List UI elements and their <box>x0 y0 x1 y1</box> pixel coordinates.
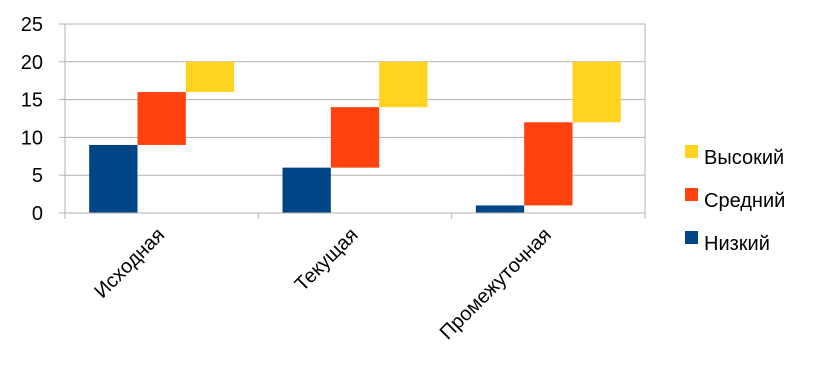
legend-swatch <box>685 231 698 244</box>
y-tick-label: 10 <box>21 127 43 149</box>
y-tick-label: 15 <box>21 90 43 112</box>
bar-medium <box>524 122 573 206</box>
x-axis-categories: Исходная Текущая Промежуточная <box>90 224 556 344</box>
category-label: Исходная <box>90 224 169 303</box>
legend: Высокий Средний Низкий <box>685 145 785 255</box>
bar-medium <box>137 92 186 145</box>
legend-label: Низкий <box>704 233 770 255</box>
y-tick-label: 25 <box>21 14 43 36</box>
category-label: Промежуточная <box>436 224 556 344</box>
y-tick-label: 5 <box>32 165 43 187</box>
axes <box>64 24 646 219</box>
bar-high <box>379 61 428 108</box>
y-tick-label: 0 <box>32 203 43 225</box>
bar-high <box>185 61 235 93</box>
category-label: Текущая <box>291 224 363 296</box>
bar-low <box>89 144 138 213</box>
y-axis-ticks: 0 5 10 15 20 25 <box>21 14 65 225</box>
legend-swatch <box>685 188 698 201</box>
legend-swatch <box>685 145 698 158</box>
y-tick-label: 20 <box>21 52 43 74</box>
bar-high <box>572 61 621 123</box>
bar-low <box>282 167 331 213</box>
bar-medium <box>330 107 380 168</box>
legend-label: Средний <box>704 190 785 212</box>
legend-label: Высокий <box>704 147 784 169</box>
bars <box>89 61 621 213</box>
bar-low <box>475 205 525 213</box>
